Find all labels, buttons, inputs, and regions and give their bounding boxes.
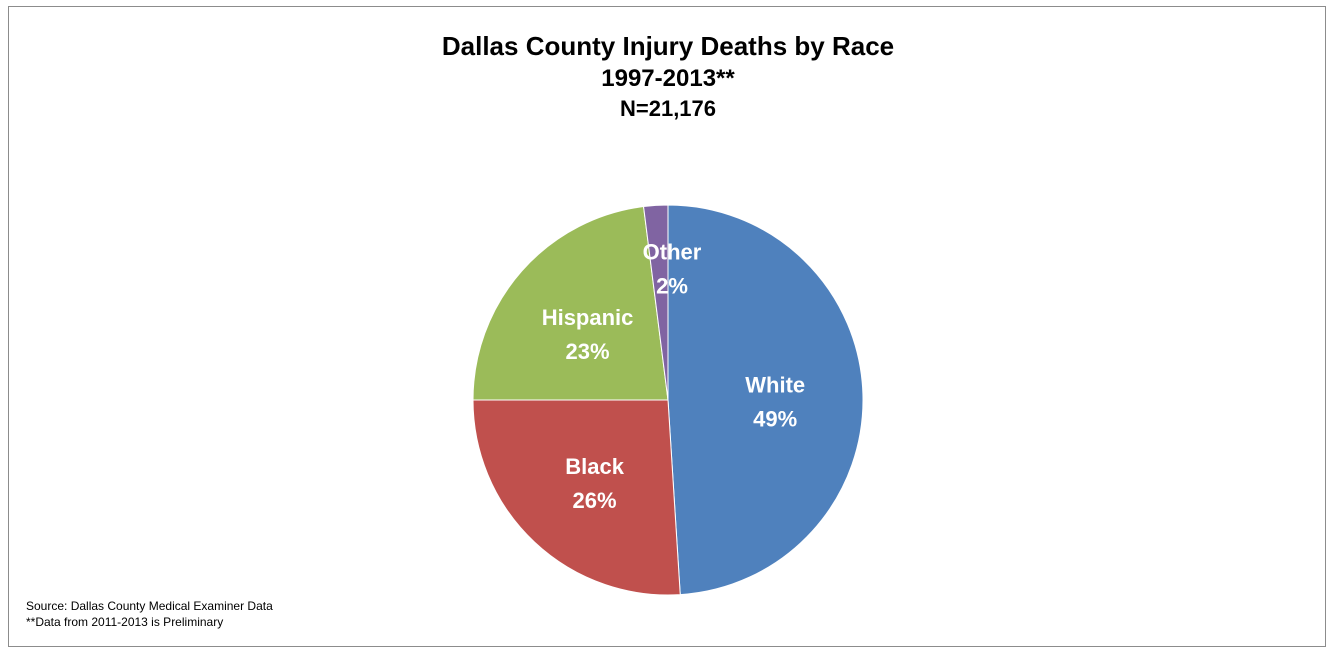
pie-slice-hispanic [472,205,669,401]
slice-label-black: Black [565,454,624,479]
slice-value-white: 49% [753,407,797,432]
chart-title: Dallas County Injury Deaths by Race [441,31,895,61]
pie-slices [472,204,864,596]
pie-slice-other [643,204,669,401]
preliminary-note: **Data from 2011-2013 is Preliminary [26,615,224,629]
chart-sample-size: N=21,176 [619,96,717,121]
pie-slice-white [667,204,864,596]
slice-value-other: 2% [656,274,688,299]
slice-value-hispanic: 23% [566,339,610,364]
slice-value-black: 26% [573,488,617,513]
slice-label-other: Other [643,240,702,265]
chart-title-block: Dallas County Injury Deaths by Race 1997… [0,30,1336,124]
slice-label-white: White [745,373,805,398]
pie-labels: White 49% Black 26% Hispanic 23% Other 2% [542,240,805,514]
pie-slice-black [472,399,681,596]
chart-subtitle: 1997-2013** [601,65,735,92]
source-note: Source: Dallas County Medical Examiner D… [26,599,273,613]
slice-label-hispanic: Hispanic [542,305,634,330]
